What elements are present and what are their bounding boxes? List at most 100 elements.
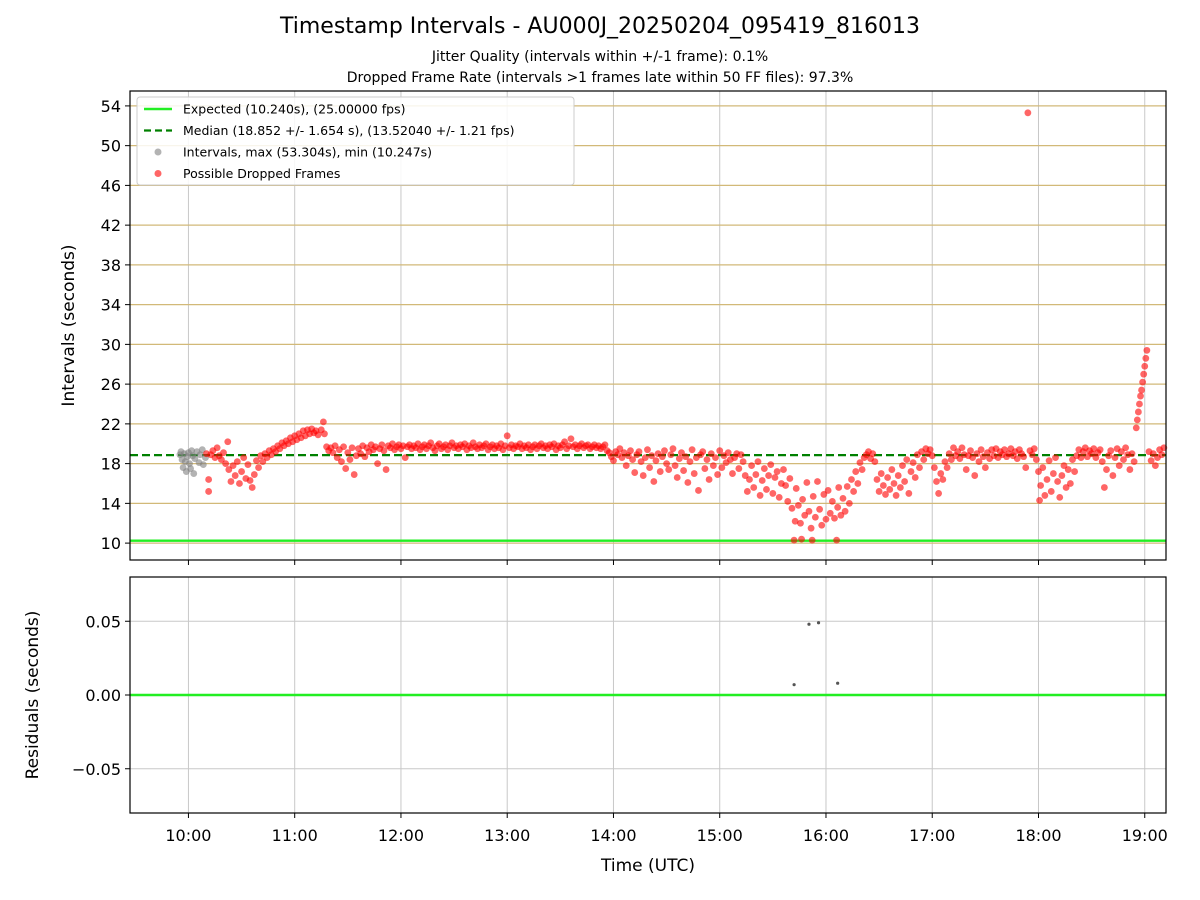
dropped-frame-point <box>627 447 634 455</box>
dropped-frame-point <box>729 470 736 477</box>
residual-point <box>792 683 796 687</box>
dropped-frame-point <box>699 448 707 456</box>
dropped-frame-point <box>947 456 955 464</box>
dropped-frame-point <box>767 461 775 469</box>
dropped-frame-point <box>1039 464 1047 471</box>
dropped-frame-point <box>1141 362 1149 370</box>
dropped-frame-point <box>1060 462 1068 470</box>
y-tick-label: 0.00 <box>85 686 121 705</box>
dropped-frame-point <box>818 521 826 529</box>
x-tick-label: 15:00 <box>697 826 743 845</box>
intervals-y-axis-label: Intervals (seconds) <box>59 244 79 406</box>
y-tick-label: 38 <box>101 256 121 275</box>
chart-title: Timestamp Intervals - AU000J_20250204_09… <box>279 14 920 39</box>
dropped-frame-point <box>350 471 358 478</box>
dropped-frame-point <box>954 448 962 456</box>
dropped-frame-point <box>709 462 717 470</box>
dropped-frame-point <box>703 456 711 464</box>
dropped-frame-point <box>680 467 687 474</box>
residual-point <box>807 622 811 626</box>
dropped-frame-point <box>663 460 670 468</box>
dropped-frame-point <box>656 468 664 475</box>
dropped-frame-point <box>639 472 647 479</box>
dropped-frame-point <box>1128 450 1136 458</box>
dropped-frame-point <box>401 454 409 462</box>
dropped-frame-point <box>1030 445 1038 453</box>
dropped-frame-point <box>941 458 949 466</box>
dropped-frame-point <box>943 464 951 471</box>
dropped-frame-point <box>1115 462 1123 470</box>
dropped-frame-point <box>1001 446 1008 454</box>
dropped-frame-point <box>1111 454 1119 462</box>
dropped-frame-point <box>782 482 790 489</box>
dropped-frame-point <box>748 462 755 470</box>
dropped-frame-point <box>217 456 225 464</box>
dropped-frame-point <box>935 490 943 497</box>
dropped-frame-point <box>658 453 666 461</box>
dropped-frame-point <box>1077 454 1085 462</box>
dropped-frame-point <box>686 458 694 466</box>
dropped-frame-point <box>1136 400 1143 408</box>
dropped-frame-point <box>340 443 347 451</box>
dropped-frame-point <box>244 461 252 469</box>
dropped-frame-point <box>688 446 696 454</box>
dropped-frame-point <box>1064 466 1072 473</box>
dropped-frame-point <box>875 488 883 495</box>
dropped-frame-point <box>1056 494 1064 501</box>
dropped-frame-point <box>331 442 339 450</box>
dropped-frame-point <box>824 487 832 494</box>
dropped-frame-point <box>635 448 643 456</box>
legend-swatch-dropped <box>154 170 162 177</box>
y-tick-label: 42 <box>101 216 121 235</box>
dropped-frame-point <box>213 444 221 452</box>
dropped-frame-point <box>837 511 845 519</box>
residual-point <box>816 621 821 625</box>
dropped-frame-point <box>843 483 851 490</box>
dropped-frame-point <box>682 453 690 461</box>
dropped-frame-point <box>567 435 575 443</box>
residual-point <box>836 681 840 685</box>
dropped-frame-point <box>807 524 815 532</box>
dropped-frame-point <box>760 465 768 472</box>
dropped-frame-point <box>1133 416 1141 424</box>
dropped-frame-point <box>803 479 811 486</box>
dropped-frame-point <box>884 474 892 481</box>
dropped-frame-point <box>945 450 953 458</box>
dropped-frame-point <box>229 462 237 470</box>
dropped-frame-point <box>971 472 979 479</box>
x-tick-label: 13:00 <box>484 826 530 845</box>
dropped-frame-point <box>205 476 213 483</box>
dropped-frame-point <box>338 458 345 466</box>
dropped-frame-point <box>1142 354 1150 362</box>
dropped-frame-point <box>718 464 726 471</box>
dropped-frame-point <box>667 451 675 459</box>
dropped-frame-point <box>1147 457 1155 465</box>
dropped-frame-point <box>850 488 858 495</box>
dropped-frame-point <box>601 441 609 449</box>
y-tick-label: 30 <box>101 335 121 354</box>
dropped-frame-point <box>858 466 866 473</box>
dropped-frame-point <box>346 456 354 464</box>
dropped-frame-point <box>648 452 656 460</box>
dropped-frame-point <box>1028 451 1036 459</box>
intervals-points <box>176 109 1168 544</box>
dropped-frame-point <box>629 456 636 464</box>
dropped-frame-point <box>1049 470 1057 477</box>
dropped-frame-point <box>805 507 813 515</box>
dropped-frame-point <box>911 474 919 481</box>
dropped-frame-point <box>1052 454 1059 462</box>
dropped-frame-point <box>792 485 800 492</box>
dropped-frame-point <box>675 455 683 463</box>
dropped-frame-point <box>253 457 260 465</box>
y-tick-label: 46 <box>101 176 121 195</box>
y-tick-label: 14 <box>101 494 121 513</box>
dropped-frame-point <box>788 504 796 512</box>
intervals-grid <box>130 91 1166 560</box>
dropped-frame-point <box>714 471 721 478</box>
dropped-frame-point <box>814 478 821 485</box>
dropped-frame-point <box>784 497 792 505</box>
x-axis-label: Time (UTC) <box>600 856 695 876</box>
legend-label-median: Median (18.852 +/- 1.654 s), (13.52040 +… <box>183 123 514 138</box>
interval-point <box>190 470 198 477</box>
